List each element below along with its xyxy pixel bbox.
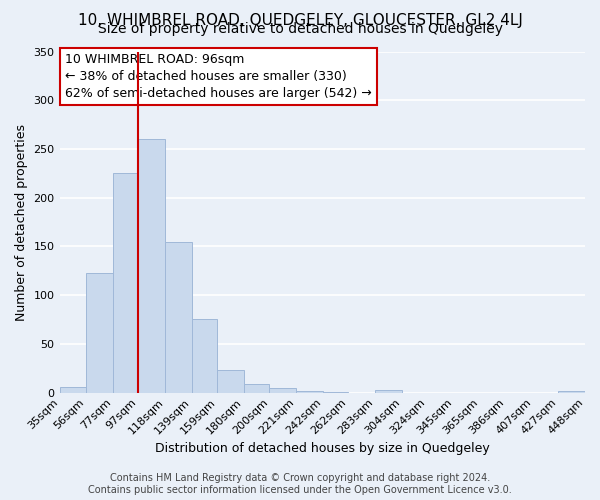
Text: 10, WHIMBREL ROAD, QUEDGELEY, GLOUCESTER, GL2 4LJ: 10, WHIMBREL ROAD, QUEDGELEY, GLOUCESTER… [77, 12, 523, 28]
Y-axis label: Number of detached properties: Number of detached properties [15, 124, 28, 320]
Bar [244, 384, 269, 392]
Text: 10 WHIMBREL ROAD: 96sqm
← 38% of detached houses are smaller (330)
62% of semi-d: 10 WHIMBREL ROAD: 96sqm ← 38% of detache… [65, 53, 371, 100]
Bar [192, 318, 217, 392]
X-axis label: Distribution of detached houses by size in Quedgeley: Distribution of detached houses by size … [155, 442, 490, 455]
Bar [269, 388, 296, 392]
Bar [296, 390, 323, 392]
Bar [139, 139, 165, 392]
Bar [113, 174, 139, 392]
Bar [165, 242, 192, 392]
Bar [86, 272, 113, 392]
Text: Size of property relative to detached houses in Quedgeley: Size of property relative to detached ho… [97, 22, 503, 36]
Bar [558, 390, 585, 392]
Text: Contains HM Land Registry data © Crown copyright and database right 2024.
Contai: Contains HM Land Registry data © Crown c… [88, 474, 512, 495]
Bar [59, 387, 86, 392]
Bar [375, 390, 402, 392]
Bar [217, 370, 244, 392]
